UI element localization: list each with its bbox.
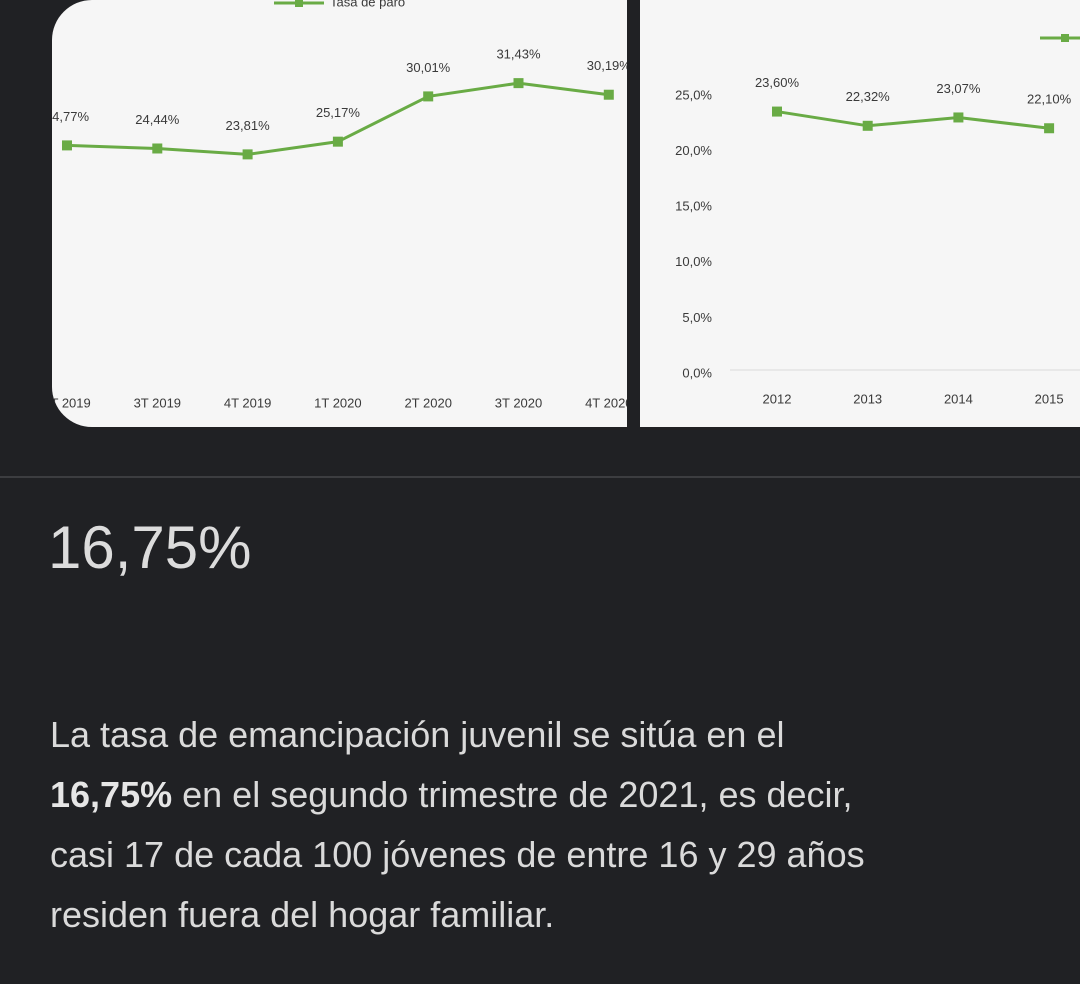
x-tick-label: 1T 2020 (314, 395, 361, 410)
value-label: 30,19% (587, 58, 627, 73)
line (776, 110, 1050, 130)
x-tick-label: 2015 (1035, 391, 1064, 406)
chart: Tasa de paro 2T 2019 3T 2019 4T 2019 1T 2020… (52, 0, 627, 410)
x-tick-label: 2013 (853, 391, 882, 406)
value-label: 25,17% (316, 105, 361, 120)
headline: 16,75% (48, 514, 252, 581)
value-label: 22,10% (1027, 92, 1072, 107)
x-tick-label: 2T 2020 (404, 395, 451, 410)
y-tick-label: 5,0% (682, 310, 712, 325)
x-tick-label: 4T 2019 (224, 395, 271, 410)
y-tick-label: 25,0% (675, 87, 712, 102)
chart-image[interactable]: 0,0% 5,0% 10,0% 15,0% 20,0% 25,0% 2012 2013 2014… (640, 0, 1080, 427)
x-tick-label: 2T 2019 (52, 395, 91, 410)
point (242, 149, 253, 160)
value-label: 30,01% (406, 60, 451, 75)
value-label: 24,77% (52, 109, 89, 124)
x-tick-label: 2012 (763, 391, 792, 406)
paragraph: La tasa de emancipación juvenil se sitúa… (50, 705, 865, 945)
legend-marker (1061, 34, 1069, 42)
text: casi 17 de cada 100 jóvenes de entre 16 … (50, 834, 865, 875)
point (953, 112, 964, 123)
value-label: 22,32% (846, 89, 891, 104)
point (423, 91, 434, 102)
point (152, 143, 163, 154)
chart: 0,0% 5,0% 10,0% 15,0% 20,0% 25,0% 2012 2013 2014… (675, 34, 1080, 406)
legend-marker (295, 0, 303, 7)
point (603, 89, 614, 100)
bold-text: 16,75% (50, 774, 173, 815)
point (1044, 123, 1055, 134)
x-tick-label: 2014 (944, 391, 973, 406)
x-tick-label: 4T 2020 (585, 395, 627, 410)
text: en el segundo trimestre de 2021, es deci… (182, 774, 853, 815)
text: La tasa de emancipación juvenil se sitúa… (50, 714, 785, 755)
divider (0, 476, 1080, 478)
chart-image[interactable]: Tasa de paro 2T 2019 3T 2019 4T 2019 1T 2020… (52, 0, 627, 427)
value-label: 23,60% (755, 75, 800, 90)
value-label: 23,81% (226, 118, 271, 133)
point (62, 140, 72, 151)
y-tick-label: 0,0% (682, 365, 712, 380)
x-tick-label: 3T 2020 (495, 395, 542, 410)
text: residen fuera del hogar familiar. (50, 894, 555, 935)
point (772, 106, 782, 117)
y-tick-label: 10,0% (675, 254, 712, 269)
y-tick-label: 20,0% (675, 143, 712, 158)
y-tick-label: 15,0% (675, 199, 712, 214)
point (332, 136, 343, 147)
legend-label: Tasa de paro (330, 0, 405, 9)
point (862, 120, 873, 131)
point (513, 78, 524, 89)
value-label: 24,44% (135, 112, 180, 127)
x-tick-label: 3T 2019 (134, 395, 181, 410)
value-label: 23,07% (936, 81, 981, 96)
value-label: 31,43% (496, 47, 541, 62)
